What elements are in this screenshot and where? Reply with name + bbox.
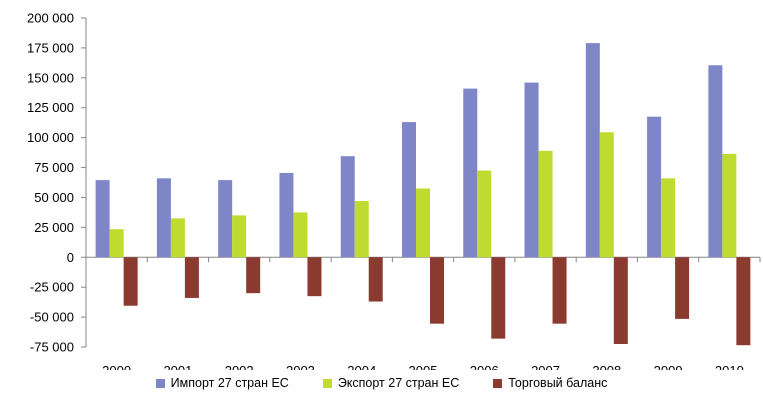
bar-balance-2006 (491, 257, 506, 339)
bar-export-2008 (599, 132, 614, 258)
y-tick-label: 175 000 (27, 40, 74, 55)
bar-export-2002 (232, 215, 247, 258)
trade-bar-chart: 200 000 175 000 150 000 125 000 100 000 75 00… (27, 11, 761, 371)
y-tick-label: -75 000 (30, 340, 74, 355)
y-tick-label: 0 (67, 250, 74, 265)
legend-item-balance: Торговый баланс (493, 376, 607, 390)
legend-label-export: Экспорт 27 стран ЕС (337, 376, 460, 390)
x-tick-label: 2004 (347, 363, 376, 370)
bar-export-2006 (477, 170, 492, 258)
bar-balance-2001 (184, 257, 199, 298)
y-tick-label: -50 000 (30, 310, 74, 325)
y-tick-label: 25 000 (34, 220, 74, 235)
y-tick-label: 100 000 (27, 130, 74, 145)
legend-label-import: Импорт 27 стран ЕС (170, 376, 289, 390)
chart-bars (95, 43, 751, 346)
legend-item-import: Импорт 27 стран ЕС (155, 376, 289, 390)
x-tick-label: 2007 (531, 363, 560, 370)
bar-balance-2008 (613, 257, 628, 345)
legend-swatch-import (155, 378, 165, 388)
legend-swatch-balance (493, 378, 503, 388)
x-tick-label: 2003 (286, 363, 315, 370)
bar-balance-2003 (307, 257, 322, 297)
bar-balance-2005 (430, 257, 444, 324)
bar-balance-2000 (123, 257, 138, 306)
bar-import-2008 (585, 43, 600, 258)
x-tick-label: 2005 (409, 363, 438, 370)
bar-export-2007 (538, 150, 553, 258)
bar-import-2009 (647, 116, 662, 258)
y-tick-label: 50 000 (34, 190, 74, 205)
bar-import-2002 (218, 180, 233, 258)
legend-label-balance: Торговый баланс (508, 376, 608, 390)
y-tick-label: 200 000 (27, 11, 74, 26)
y-tick-label: 125 000 (27, 100, 74, 115)
bar-export-2005 (416, 188, 430, 258)
y-tick-label: 75 000 (34, 160, 74, 175)
bar-export-2009 (661, 178, 676, 258)
x-tick-label: 2006 (470, 363, 499, 370)
bar-import-2007 (524, 82, 539, 258)
bar-balance-2009 (675, 257, 690, 319)
bar-import-2003 (279, 172, 294, 258)
chart-legend: Импорт 27 стран ЕС Экспорт 27 стран ЕС Т… (0, 376, 763, 390)
x-tick-label: 2002 (225, 363, 254, 370)
bar-import-2006 (463, 88, 478, 258)
y-tick-label: -25 000 (30, 280, 74, 295)
legend-swatch-export (322, 378, 332, 388)
x-tick-label: 2008 (592, 363, 621, 370)
x-tick-label: 2010 (715, 363, 744, 370)
x-tick-label: 2001 (163, 363, 192, 370)
bar-import-2000 (95, 180, 110, 258)
bar-balance-2004 (368, 257, 383, 302)
bar-import-2001 (156, 178, 171, 258)
bar-import-2005 (402, 122, 416, 258)
bar-export-2010 (722, 153, 737, 258)
bar-export-2000 (109, 229, 124, 258)
bar-export-2004 (354, 201, 369, 258)
chart-tick-labels: 200 000 175 000 150 000 125 000 100 000 75 00… (27, 11, 744, 371)
bar-balance-2010 (736, 257, 751, 346)
bar-import-2004 (340, 156, 355, 258)
legend-item-export: Экспорт 27 стран ЕС (322, 376, 460, 390)
bar-export-2003 (293, 212, 308, 258)
bar-balance-2007 (552, 257, 567, 324)
bar-balance-2002 (246, 257, 261, 294)
bar-import-2010 (708, 65, 723, 258)
y-tick-label: 150 000 (27, 70, 74, 85)
x-tick-label: 2009 (654, 363, 683, 370)
bar-export-2001 (170, 218, 185, 258)
